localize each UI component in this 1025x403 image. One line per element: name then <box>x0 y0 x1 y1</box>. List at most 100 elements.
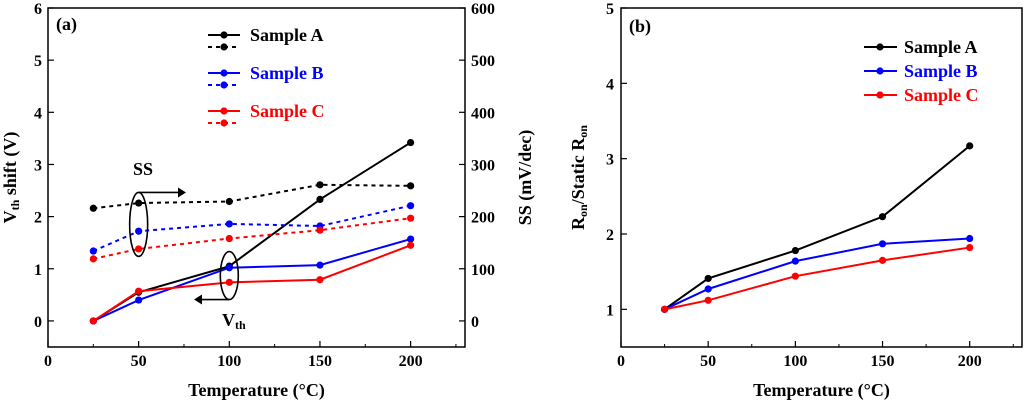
y-right-tick-label: 300 <box>471 157 495 174</box>
x-tick-label: 0 <box>617 353 625 370</box>
vth-label: Vth <box>222 310 246 332</box>
x-tick-label: 200 <box>399 353 423 370</box>
legend-marker <box>876 91 884 99</box>
data-point <box>704 296 712 304</box>
data-point <box>966 234 974 243</box>
data-point <box>966 243 974 252</box>
data-point <box>135 287 143 295</box>
panel-a: 0 50 100 150 200 0 1 2 3 4 5 6 0 100 200 300 400 500 600 Te… <box>0 1 536 401</box>
series-solid-sample-c <box>89 241 415 325</box>
data-point <box>225 264 233 272</box>
legend-label: Sample A <box>904 37 978 57</box>
y-tick-label: 2 <box>606 227 614 244</box>
panel-label-b: (b) <box>629 16 651 37</box>
y-left-axis-label: Vth shift (V) <box>0 132 22 224</box>
data-point <box>878 213 887 221</box>
y-right-tick-label: 0 <box>471 314 479 331</box>
data-point <box>407 202 415 210</box>
x-tick-label: 0 <box>44 353 52 370</box>
y-right-tick-label: 500 <box>471 53 495 70</box>
data-point <box>89 247 97 255</box>
y-left-tick-label: 0 <box>34 314 42 331</box>
data-point <box>660 305 669 313</box>
y-left-tick-label: 3 <box>34 157 42 174</box>
y-tick-label: 4 <box>606 76 614 93</box>
legend-marker <box>220 69 228 77</box>
legend-a: Sample A Sample B Sample C <box>208 25 325 127</box>
annotations-a: SS Vth <box>128 159 246 332</box>
data-point <box>878 256 887 264</box>
data-point <box>966 142 974 150</box>
legend-b: Sample A Sample B Sample C <box>864 37 979 105</box>
y-left-tick-label: 1 <box>34 262 42 279</box>
data-point <box>89 204 97 212</box>
legend-marker <box>220 81 228 89</box>
data-point <box>316 226 324 234</box>
legend-label: Sample B <box>904 61 978 81</box>
data-point <box>225 234 233 243</box>
x-tick-label: 50 <box>700 353 716 370</box>
x-tick-label: 100 <box>217 353 241 370</box>
legend-marker <box>220 107 228 115</box>
data-point <box>791 272 799 280</box>
series-sample-a <box>660 142 974 313</box>
data-point <box>135 227 143 235</box>
legend-label: Sample B <box>250 63 324 83</box>
legend-marker <box>220 119 228 127</box>
y-right-tick-label: 600 <box>471 1 495 18</box>
data-point <box>878 240 887 248</box>
vth-ellipse <box>219 250 240 301</box>
y-tick-label: 3 <box>606 152 614 169</box>
ss-arrowhead <box>178 187 186 198</box>
data-point <box>316 195 324 204</box>
panel-a-frame <box>47 7 466 348</box>
x-axis-label: Temperature (°C) <box>753 380 890 401</box>
y-right-tick-label: 200 <box>471 210 495 227</box>
data-point <box>135 199 143 207</box>
data-point <box>225 220 233 228</box>
legend-label: Sample C <box>250 101 325 121</box>
y-tick-label: 5 <box>606 1 614 18</box>
x-tick-label: 50 <box>131 353 147 370</box>
data-point <box>791 257 799 265</box>
panel-label-a: (a) <box>56 14 77 35</box>
x-tick-label: 100 <box>783 353 807 370</box>
y-tick-label: 1 <box>606 302 614 319</box>
data-point <box>407 235 415 243</box>
series-dotted-sample-c <box>89 214 415 263</box>
y-left-tick-label: 5 <box>34 53 42 70</box>
data-point <box>89 317 97 325</box>
y-right-axis-label: SS (mV/dec) <box>515 130 536 226</box>
data-point <box>316 261 324 269</box>
legend-marker <box>876 67 884 75</box>
data-point <box>407 138 415 147</box>
data-point <box>407 182 415 190</box>
data-point <box>704 274 712 283</box>
y-right-tick-label: 100 <box>471 262 495 279</box>
y-left-tick-label: 2 <box>34 210 42 227</box>
x-tick-label: 150 <box>871 353 895 370</box>
legend-marker <box>876 43 884 51</box>
data-point <box>135 296 143 304</box>
panel-b: 0 50 100 150 200 1 2 3 4 5 Temperature (°C) Ron/Sta… <box>568 1 1023 401</box>
y-left-tick-label: 4 <box>34 105 42 122</box>
x-axis-label: Temperature (°C) <box>188 380 325 401</box>
series-sample-c <box>660 243 974 313</box>
data-point <box>316 181 324 189</box>
series-line <box>92 204 411 252</box>
series-dotted-sample-b <box>89 202 415 255</box>
data-point <box>407 241 415 249</box>
data-point <box>225 197 233 206</box>
y-right-tick-label: 400 <box>471 105 495 122</box>
data-point <box>225 278 233 286</box>
legend-label: Sample C <box>904 85 979 105</box>
y-axis-label: Ron/Static Ron <box>568 125 590 230</box>
data-point <box>791 246 799 255</box>
panel-b-frame <box>620 7 1023 348</box>
series-solid-sample-b <box>89 235 415 325</box>
data-point <box>316 276 324 284</box>
legend-label: Sample A <box>250 25 324 45</box>
legend-marker <box>220 43 228 51</box>
vth-arrowhead <box>194 294 202 305</box>
